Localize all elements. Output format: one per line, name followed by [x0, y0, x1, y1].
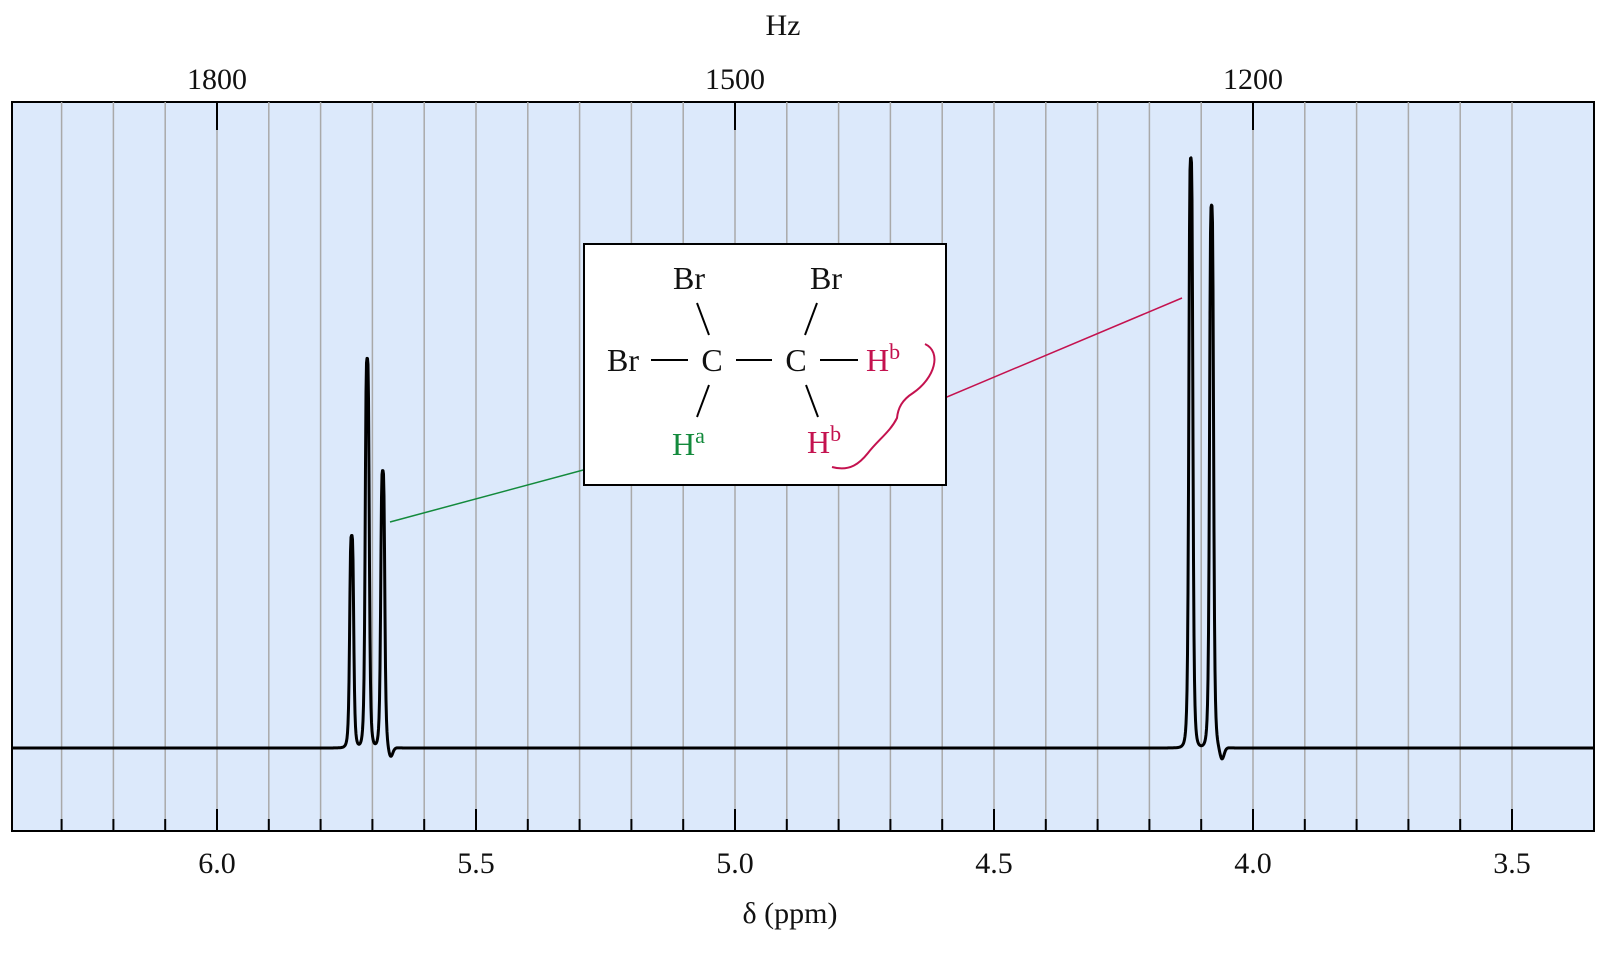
- top-tick-label: 1200: [1223, 63, 1283, 96]
- bottom-tick-label: 5.5: [457, 847, 495, 880]
- molecule-box: [583, 243, 947, 486]
- atom-br-top-left: Br: [673, 260, 705, 296]
- spectrum-line: [12, 156, 1594, 761]
- gridlines: [60, 102, 1513, 831]
- axis-ticks: [60, 102, 1513, 831]
- top-tick-label: 1800: [187, 63, 247, 96]
- bond-c2-br-top: [804, 302, 818, 336]
- atom-c-left: C: [701, 342, 722, 378]
- bottom-tick-label: 3.5: [1493, 847, 1531, 880]
- bond-c1-br-top: [696, 302, 710, 336]
- top-tick-label: 1500: [705, 63, 765, 96]
- bottom-tick-label: 6.0: [198, 847, 236, 880]
- top-tick-labels: 1800 1500 1200: [187, 63, 1283, 96]
- bottom-tick-label: 5.0: [716, 847, 754, 880]
- bottom-tick-label: 4.5: [975, 847, 1013, 880]
- atom-br-left: Br: [607, 342, 639, 378]
- atom-c-right: C: [785, 342, 806, 378]
- atom-br-top-right: Br: [810, 260, 842, 296]
- atom-hb-bottom: Hb: [807, 421, 841, 460]
- molecule-structure: Br Br Br C C Ha Hb Hb: [583, 243, 947, 486]
- bottom-tick-labels: 6.0 5.5 5.0 4.5 4.0 3.5: [198, 847, 1531, 880]
- bottom-tick-label: 4.0: [1234, 847, 1272, 880]
- atom-ha: Ha: [672, 423, 705, 462]
- atom-hb-right: Hb: [866, 339, 900, 378]
- top-axis-title: Hz: [766, 9, 801, 42]
- bond-c2-hb-bottom: [805, 384, 819, 418]
- hb-grouping-brace: [831, 343, 936, 470]
- bond-c1-ha: [696, 384, 710, 418]
- bottom-axis-title: δ (ppm): [743, 897, 838, 930]
